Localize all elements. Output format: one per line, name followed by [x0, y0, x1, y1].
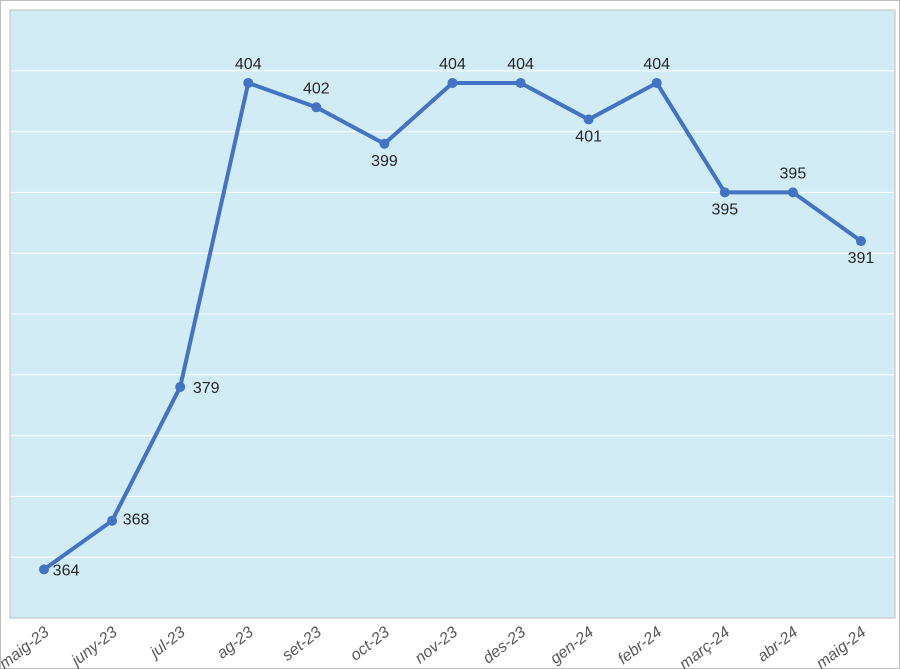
data-label: 404 [507, 56, 534, 73]
data-label: 404 [235, 56, 262, 73]
data-label: 395 [780, 165, 807, 182]
data-label: 379 [193, 380, 220, 397]
data-label: 368 [123, 512, 150, 529]
line-chart: 364368379404402399404404401404395395391m… [0, 0, 900, 669]
data-label: 404 [643, 56, 670, 73]
data-label: 391 [848, 250, 875, 267]
data-label: 402 [303, 80, 330, 97]
data-label: 401 [575, 128, 602, 145]
data-label: 364 [53, 562, 80, 579]
chart-svg: 364368379404402399404404401404395395391m… [0, 0, 900, 669]
data-label: 395 [711, 201, 738, 218]
data-label: 404 [439, 56, 466, 73]
data-label: 399 [371, 153, 398, 170]
